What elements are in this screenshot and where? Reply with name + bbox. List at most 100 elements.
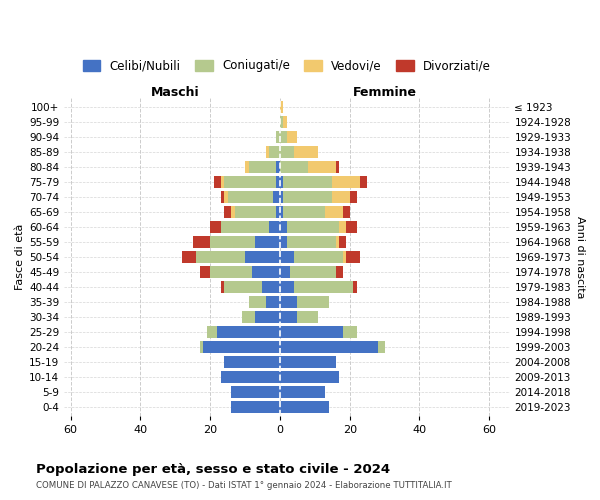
Bar bbox=[280, 146, 294, 158]
Bar bbox=[196, 251, 245, 263]
Bar bbox=[280, 251, 294, 263]
Bar bbox=[287, 131, 298, 143]
Bar bbox=[280, 206, 283, 218]
Bar bbox=[280, 131, 287, 143]
Bar bbox=[224, 356, 280, 368]
Bar bbox=[277, 206, 280, 218]
Bar bbox=[298, 311, 318, 323]
Bar bbox=[221, 221, 269, 233]
Bar bbox=[266, 296, 280, 308]
Bar bbox=[231, 206, 235, 218]
Bar bbox=[287, 236, 336, 248]
Bar bbox=[280, 281, 294, 293]
Bar bbox=[221, 176, 224, 188]
Bar bbox=[280, 176, 283, 188]
Bar bbox=[360, 176, 367, 188]
Bar bbox=[203, 341, 280, 353]
Bar bbox=[252, 266, 280, 278]
Bar bbox=[280, 371, 339, 383]
Bar bbox=[280, 116, 283, 128]
Bar bbox=[206, 326, 217, 338]
Bar bbox=[283, 206, 325, 218]
Text: Femmine: Femmine bbox=[353, 86, 416, 100]
Bar bbox=[280, 356, 336, 368]
Legend: Celibi/Nubili, Coniugati/e, Vedovi/e, Divorziati/e: Celibi/Nubili, Coniugati/e, Vedovi/e, Di… bbox=[83, 60, 491, 72]
Bar bbox=[280, 101, 283, 113]
Bar bbox=[343, 251, 346, 263]
Bar bbox=[280, 341, 377, 353]
Bar bbox=[280, 161, 308, 173]
Bar bbox=[245, 161, 248, 173]
Bar bbox=[350, 191, 356, 203]
Bar bbox=[231, 386, 280, 398]
Bar bbox=[339, 236, 346, 248]
Bar bbox=[339, 221, 346, 233]
Bar bbox=[280, 311, 298, 323]
Bar bbox=[262, 281, 280, 293]
Bar bbox=[227, 191, 273, 203]
Bar bbox=[256, 311, 280, 323]
Bar bbox=[343, 326, 356, 338]
Bar bbox=[298, 296, 329, 308]
Text: Popolazione per età, sesso e stato civile - 2024: Popolazione per età, sesso e stato civil… bbox=[36, 462, 390, 475]
Bar bbox=[283, 176, 332, 188]
Bar bbox=[280, 236, 287, 248]
Bar bbox=[210, 221, 221, 233]
Text: COMUNE DI PALAZZO CANAVESE (TO) - Dati ISTAT 1° gennaio 2024 - Elaborazione TUTT: COMUNE DI PALAZZO CANAVESE (TO) - Dati I… bbox=[36, 481, 452, 490]
Bar bbox=[273, 191, 280, 203]
Bar bbox=[224, 206, 231, 218]
Bar bbox=[287, 221, 339, 233]
Bar bbox=[200, 266, 210, 278]
Bar bbox=[256, 236, 280, 248]
Bar bbox=[294, 281, 353, 293]
Bar bbox=[336, 266, 343, 278]
Bar bbox=[221, 281, 224, 293]
Bar bbox=[245, 251, 280, 263]
Bar bbox=[277, 131, 280, 143]
Bar bbox=[343, 206, 350, 218]
Y-axis label: Fasce di età: Fasce di età bbox=[15, 224, 25, 290]
Bar bbox=[269, 146, 280, 158]
Bar bbox=[277, 161, 280, 173]
Bar bbox=[280, 296, 298, 308]
Bar bbox=[283, 191, 332, 203]
Bar bbox=[294, 251, 343, 263]
Bar bbox=[280, 386, 325, 398]
Bar bbox=[325, 206, 343, 218]
Bar bbox=[248, 296, 266, 308]
Y-axis label: Anni di nascita: Anni di nascita bbox=[575, 216, 585, 298]
Bar bbox=[235, 206, 277, 218]
Bar bbox=[182, 251, 196, 263]
Bar bbox=[224, 176, 277, 188]
Bar bbox=[336, 236, 339, 248]
Bar bbox=[200, 341, 203, 353]
Bar bbox=[290, 266, 336, 278]
Bar bbox=[269, 221, 280, 233]
Bar bbox=[353, 281, 356, 293]
Bar bbox=[377, 341, 385, 353]
Text: Maschi: Maschi bbox=[151, 86, 200, 100]
Bar bbox=[294, 146, 318, 158]
Bar bbox=[193, 236, 210, 248]
Bar bbox=[248, 161, 277, 173]
Bar bbox=[221, 371, 280, 383]
Bar bbox=[280, 221, 287, 233]
Bar bbox=[214, 176, 221, 188]
Bar bbox=[224, 281, 262, 293]
Bar bbox=[277, 176, 280, 188]
Bar bbox=[280, 401, 329, 413]
Bar bbox=[280, 266, 290, 278]
Bar bbox=[231, 401, 280, 413]
Bar bbox=[242, 311, 256, 323]
Bar bbox=[332, 176, 360, 188]
Bar bbox=[283, 116, 287, 128]
Bar bbox=[221, 191, 224, 203]
Bar bbox=[210, 266, 252, 278]
Bar bbox=[210, 236, 256, 248]
Bar bbox=[332, 191, 350, 203]
Bar bbox=[346, 221, 356, 233]
Bar bbox=[280, 191, 283, 203]
Bar bbox=[308, 161, 336, 173]
Bar bbox=[336, 161, 339, 173]
Bar bbox=[280, 326, 343, 338]
